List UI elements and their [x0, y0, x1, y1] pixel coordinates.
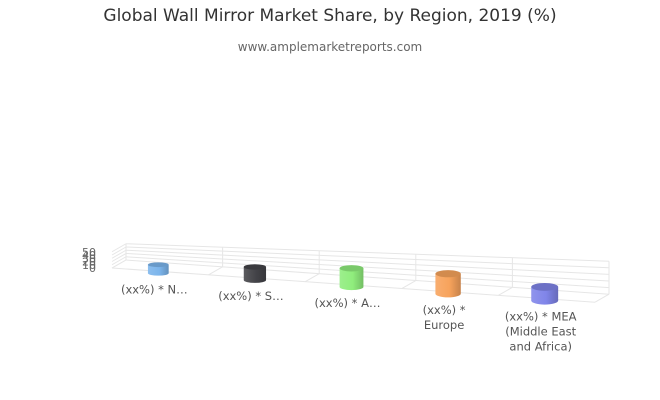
y-tick-label: 0: [89, 262, 96, 275]
x-tick-label: (xx%) * MEA (Middle East and Africa): [505, 310, 577, 354]
bar-cylinder: [147, 262, 169, 276]
y-tick-label: 10: [82, 259, 96, 272]
y-tick-label: 20: [82, 256, 96, 269]
bar-cylinder: [531, 282, 559, 305]
gridline-side: [111, 246, 127, 256]
grid-layer: [111, 243, 610, 303]
gridline: [125, 256, 610, 289]
y-tick-label: 30: [82, 252, 96, 265]
bar-cylinder: [435, 270, 461, 298]
gridline-side: [111, 256, 127, 266]
gridline: [125, 243, 610, 262]
bar-cylinder: [243, 264, 267, 283]
bar-body: [147, 264, 169, 276]
y-tick-label: 40: [82, 249, 96, 262]
x-axis: (xx%) * N… (xx%) * S… (xx%) * A… (xx%) * Eur…: [121, 282, 577, 353]
floor-line: [208, 266, 223, 276]
y-tick-label: 50: [82, 246, 96, 259]
bar-body: [243, 266, 267, 283]
floor-line: [401, 280, 417, 289]
bar-layer: [147, 262, 559, 305]
gridline-side: [111, 243, 127, 253]
bar-body: [339, 268, 364, 291]
gridline: [125, 259, 610, 295]
x-tick-label: (xx%) * Europe: [423, 303, 466, 332]
floor-line: [498, 286, 513, 296]
bar-top: [435, 270, 461, 278]
chart-subtitle: www.amplemarketreports.com: [237, 40, 423, 54]
bar-cylinder: [339, 265, 364, 291]
x-tick-label: (xx%) * S…: [218, 289, 283, 303]
bar-top: [243, 264, 267, 270]
gridline-side: [111, 249, 127, 259]
floor-line: [304, 273, 320, 283]
chart-title: Global Wall Mirror Market Share, by Regi…: [103, 6, 557, 26]
bar-top: [339, 265, 364, 272]
x-tick-label: (xx%) * N…: [121, 282, 188, 296]
bar-body: [531, 286, 559, 305]
bar-top: [531, 282, 559, 291]
x-tick-label: (xx%) * A…: [315, 296, 381, 310]
floor-line: [594, 293, 610, 303]
gridline: [125, 249, 610, 275]
bar-body: [435, 273, 461, 298]
gridline: [125, 253, 610, 282]
gridline-side: [111, 253, 127, 262]
gridline: [125, 246, 610, 269]
bar-top: [147, 262, 169, 268]
floor-line: [111, 259, 127, 269]
